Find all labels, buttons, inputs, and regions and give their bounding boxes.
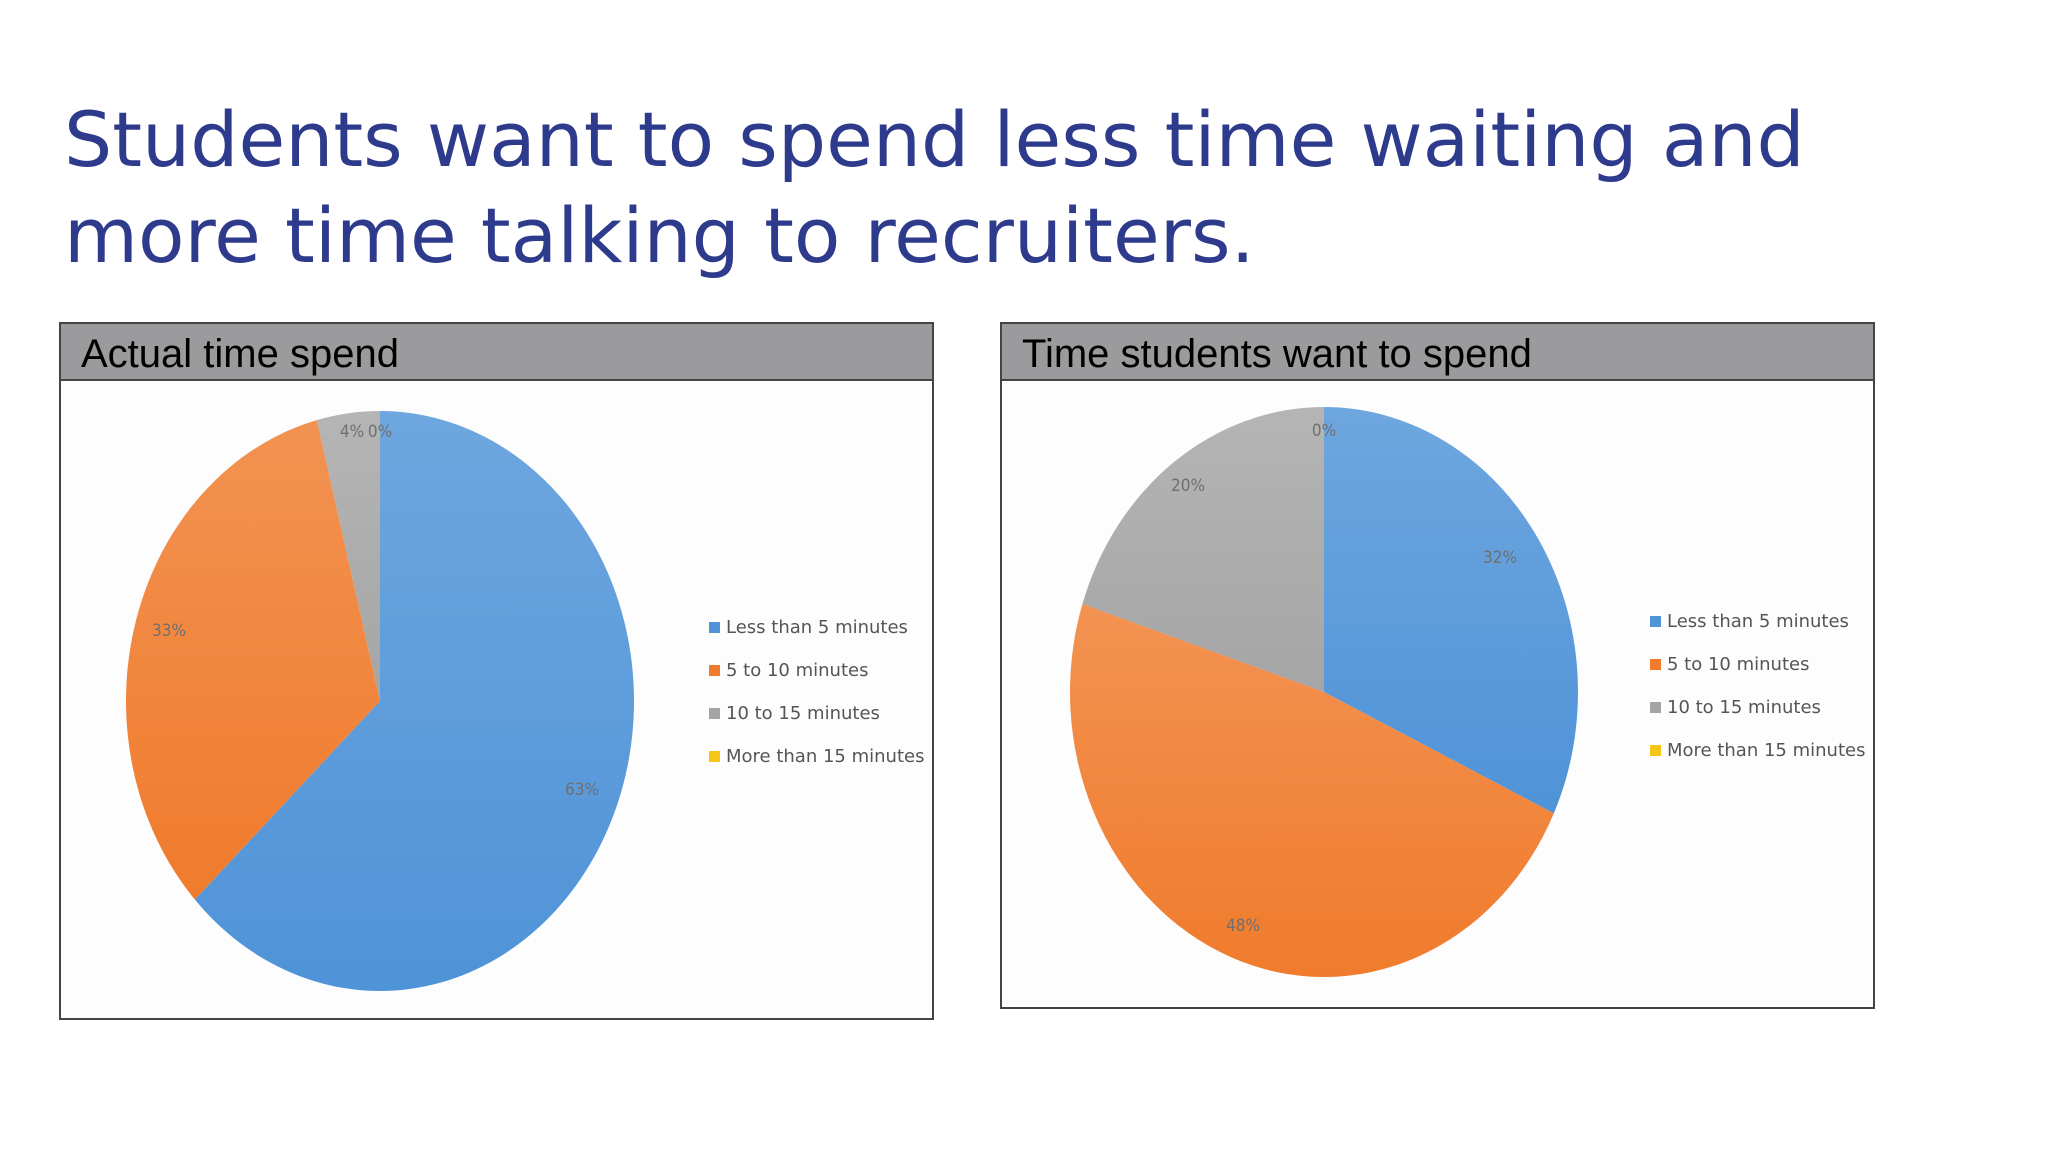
- legend-label: More than 15 minutes: [726, 746, 924, 767]
- chart-title: Actual time spend: [81, 332, 399, 376]
- chart-panel-actual: Actual time spend 63% 33% 4% 0% Less than 5 …: [59, 322, 934, 1020]
- pie-chart-actual: 63% 33% 4% 0% Less than 5 minutes 5 to 10 min…: [125, 411, 924, 991]
- slice-value-label: 33%: [152, 621, 186, 641]
- chart-area: 32% 48% 20% 0% Less than 5 minutes 5 to 10 mi…: [1000, 379, 1875, 1009]
- legend-swatch: [709, 622, 720, 633]
- legend-swatch: [709, 708, 720, 719]
- chart-panel-wanted: Time students want to spend 32% 48% 20% 0% L…: [1000, 322, 1875, 1009]
- slice-value-label: 0%: [368, 422, 392, 442]
- legend-label: Less than 5 minutes: [1667, 611, 1849, 632]
- legend-label: 5 to 10 minutes: [1667, 654, 1809, 675]
- legend-label: 10 to 15 minutes: [1667, 697, 1821, 718]
- chart-area: 63% 33% 4% 0% Less than 5 minutes 5 to 10 min…: [59, 379, 934, 1020]
- pie-slice: [125, 420, 380, 900]
- chart-header: Time students want to spend: [1000, 322, 1875, 381]
- legend-swatch: [1650, 745, 1661, 756]
- pie-slice: [316, 411, 380, 701]
- legend-swatch: [709, 665, 720, 676]
- slice-value-label: 63%: [565, 780, 599, 800]
- pie-chart-wanted: 32% 48% 20% 0% Less than 5 minutes 5 to 10 mi…: [1070, 407, 1865, 977]
- legend-swatch: [1650, 616, 1661, 627]
- slice-value-label: 4%: [340, 422, 364, 442]
- legend-label: 5 to 10 minutes: [726, 660, 868, 681]
- slice-value-label: 48%: [1226, 916, 1260, 936]
- legend-swatch: [1650, 702, 1661, 713]
- pie-slice: [1070, 603, 1554, 977]
- pie-slice: [194, 411, 634, 991]
- legend-swatch: [709, 751, 720, 762]
- legend-swatch: [1650, 659, 1661, 670]
- chart-title: Time students want to spend: [1022, 332, 1532, 376]
- slice-value-label: 32%: [1483, 548, 1517, 568]
- legend-label: More than 15 minutes: [1667, 740, 1865, 761]
- legend-label: Less than 5 minutes: [726, 617, 908, 638]
- pie-slice: [1082, 407, 1324, 692]
- slice-value-label: 0%: [1312, 421, 1336, 441]
- chart-header: Actual time spend: [59, 322, 934, 381]
- slide-title: Students want to spend less time waiting…: [64, 95, 1805, 280]
- pie-slice: [1324, 407, 1578, 814]
- legend-label: 10 to 15 minutes: [726, 703, 880, 724]
- slice-value-label: 20%: [1171, 476, 1205, 496]
